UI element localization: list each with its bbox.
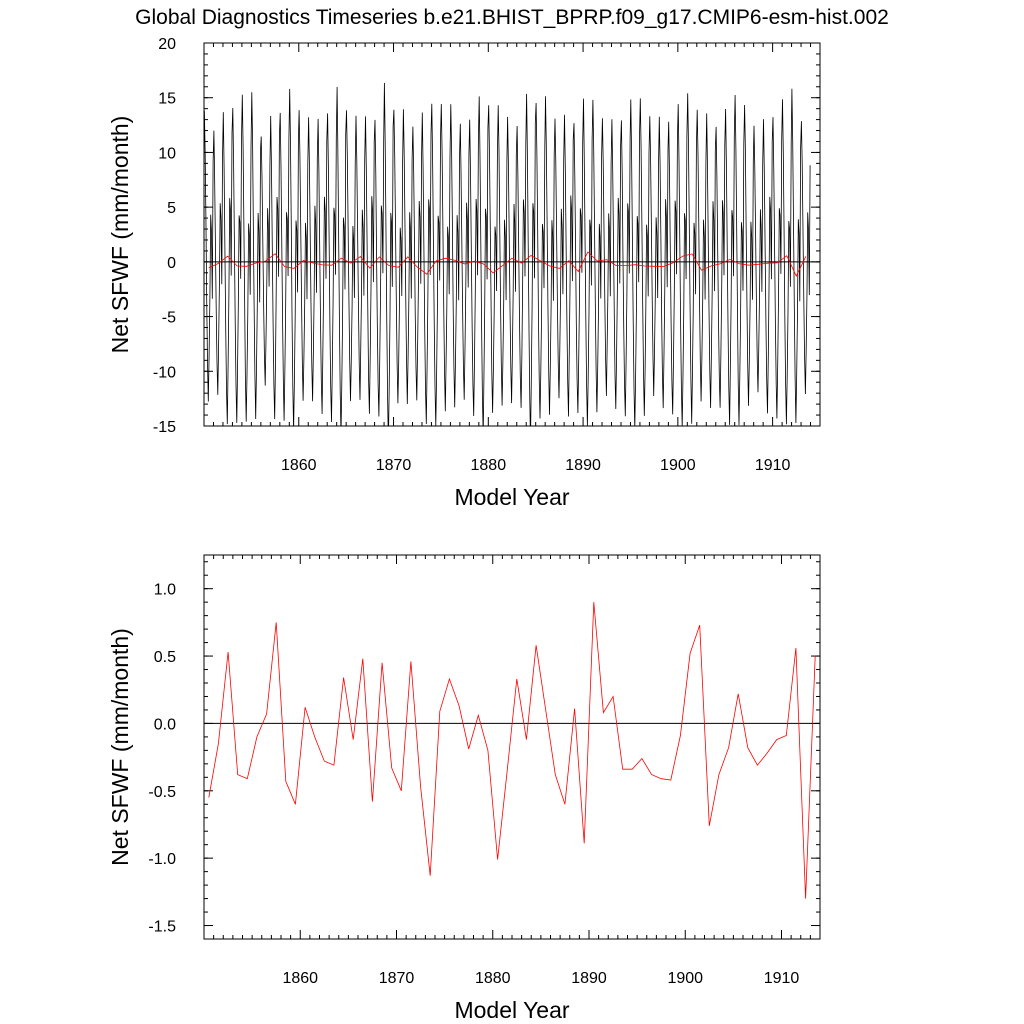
x-axis-label: Model Year [454, 997, 569, 1023]
figure-title: Global Diagnostics Timeseries b.e21.BHIS… [135, 6, 889, 29]
x-tick-label: 1890 [565, 457, 601, 474]
top-panel: 1860 1870 1880 1890 1900 1910 20 15 10 5 0 -5 -10 -15… [107, 36, 821, 510]
y-tick-label: 20 [158, 36, 176, 53]
y-tick-label: 0.0 [154, 716, 176, 733]
y-axis-label: Net SFWF (mm/month) [107, 628, 133, 866]
x-tick-label: 1860 [282, 970, 318, 987]
x-tick-label: 1880 [471, 457, 507, 474]
x-tick-label: 1890 [571, 970, 607, 987]
plot-frame [203, 554, 821, 940]
y-tick-label: 10 [158, 145, 176, 162]
y-tick-label: -1.0 [148, 851, 176, 868]
y-tick-label: 15 [158, 91, 176, 108]
y-tick-label: 5 [167, 200, 176, 217]
x-tick-label: 1870 [376, 457, 412, 474]
x-tick-label: 1900 [660, 457, 696, 474]
x-axis-label: Model Year [454, 484, 569, 510]
plot-frame [203, 42, 821, 427]
x-tick-label: 1870 [379, 970, 415, 987]
y-tick-label: -10 [153, 364, 176, 381]
annual-mean-series-line [208, 251, 807, 278]
y-tick-label: 1.0 [154, 582, 176, 599]
annual-mean-series-line [208, 602, 816, 899]
x-tick-label: 1860 [281, 457, 317, 474]
x-tick-label: 1910 [755, 457, 791, 474]
y-tick-label: 0 [167, 255, 176, 272]
x-tick-label: 1880 [475, 970, 511, 987]
monthly-series-line [204, 82, 811, 426]
y-tick-label: -1.5 [148, 919, 176, 936]
x-tick-label: 1910 [764, 970, 800, 987]
y-tick-label: -15 [153, 419, 176, 436]
y-tick-label: 0.5 [154, 649, 176, 666]
bottom-panel: 1860 1870 1880 1890 1900 1910 1.0 0.5 0.0 -0.5 -1.… [107, 554, 821, 1023]
y-tick-label: -0.5 [148, 784, 176, 801]
y-axis-label: Net SFWF (mm/month) [107, 116, 133, 354]
y-tick-label: -5 [162, 310, 176, 327]
x-tick-label: 1900 [667, 970, 703, 987]
